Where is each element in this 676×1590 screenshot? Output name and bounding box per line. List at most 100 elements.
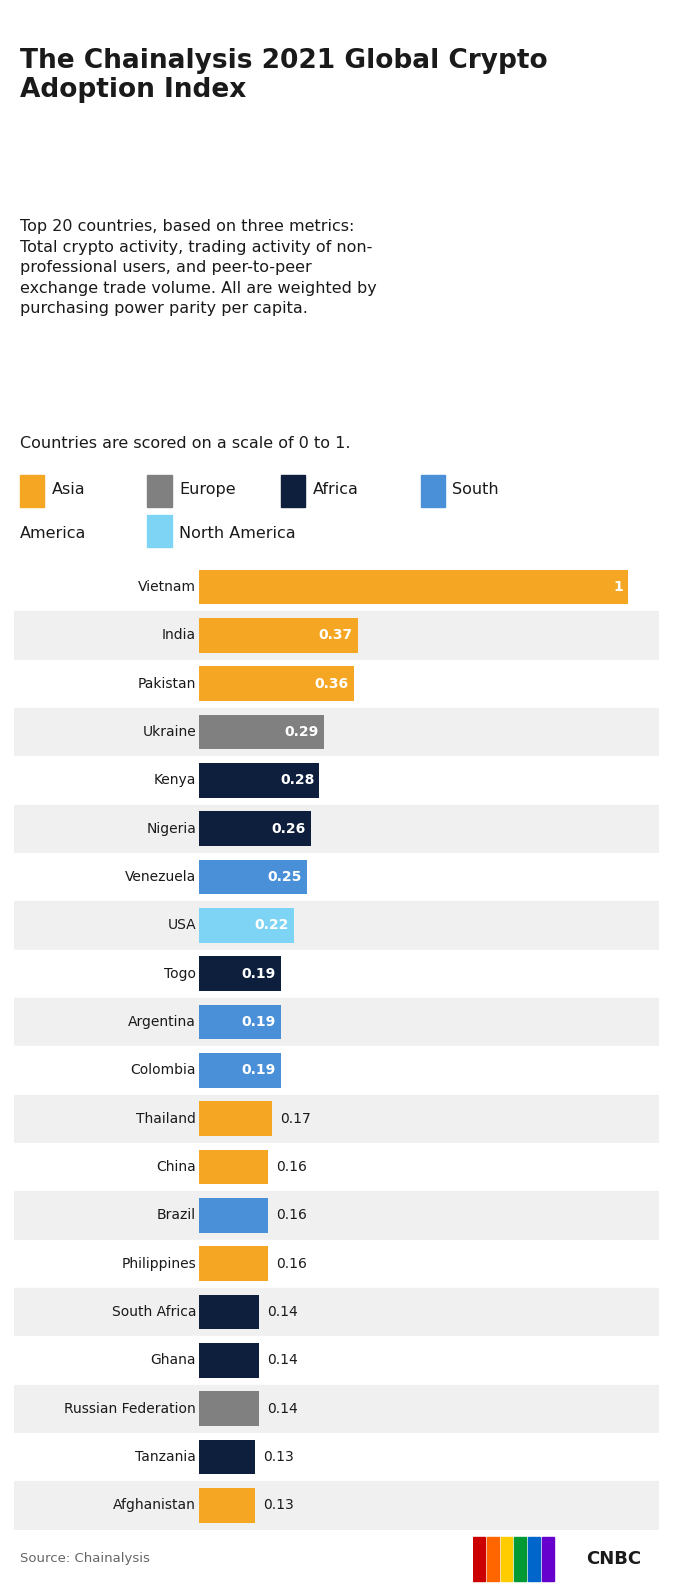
- Text: Philippines: Philippines: [121, 1256, 196, 1270]
- Bar: [199, 569, 628, 604]
- Text: Pakistan: Pakistan: [138, 677, 196, 690]
- Text: 0.14: 0.14: [267, 1305, 298, 1320]
- Text: 0.25: 0.25: [267, 870, 301, 884]
- Bar: [14, 805, 659, 852]
- Bar: [199, 860, 307, 895]
- Text: Brazil: Brazil: [157, 1208, 196, 1223]
- Text: 0.14: 0.14: [267, 1353, 298, 1367]
- Bar: [199, 1488, 255, 1523]
- Text: America: America: [20, 526, 87, 541]
- Bar: [14, 708, 659, 757]
- Text: Togo: Togo: [164, 967, 196, 981]
- Bar: [199, 908, 294, 943]
- Text: 0.16: 0.16: [276, 1208, 307, 1223]
- Text: USA: USA: [168, 919, 196, 932]
- Text: The Chainalysis 2021 Global Crypto
Adoption Index: The Chainalysis 2021 Global Crypto Adopt…: [20, 48, 548, 103]
- Bar: [199, 1247, 268, 1282]
- Bar: [14, 902, 659, 949]
- Text: Tanzania: Tanzania: [135, 1450, 196, 1464]
- Bar: [14, 757, 659, 805]
- Bar: [14, 1433, 659, 1482]
- Text: China: China: [156, 1161, 196, 1173]
- Text: South Africa: South Africa: [112, 1305, 196, 1320]
- Bar: [541, 1536, 554, 1580]
- Text: Africa: Africa: [312, 482, 358, 498]
- Bar: [147, 515, 172, 547]
- Bar: [14, 1191, 659, 1240]
- Bar: [14, 1336, 659, 1385]
- Text: 0.13: 0.13: [263, 1498, 293, 1512]
- Bar: [199, 1344, 260, 1379]
- Bar: [14, 852, 659, 902]
- Text: Source: Chainalysis: Source: Chainalysis: [20, 1552, 150, 1565]
- Bar: [500, 1536, 512, 1580]
- Bar: [199, 619, 358, 653]
- Bar: [199, 1391, 260, 1426]
- Text: 0.19: 0.19: [241, 967, 276, 981]
- Bar: [14, 660, 659, 708]
- Text: Argentina: Argentina: [128, 1014, 196, 1029]
- Bar: [14, 1143, 659, 1191]
- Bar: [14, 611, 659, 660]
- Bar: [14, 1288, 659, 1336]
- Bar: [14, 1482, 659, 1530]
- Text: South: South: [452, 482, 499, 498]
- Text: 0.14: 0.14: [267, 1402, 298, 1415]
- Bar: [528, 1536, 540, 1580]
- Bar: [199, 1150, 268, 1185]
- Text: Ghana: Ghana: [151, 1353, 196, 1367]
- Bar: [199, 956, 281, 991]
- Text: 0.16: 0.16: [276, 1256, 307, 1270]
- Text: CNBC: CNBC: [586, 1550, 642, 1568]
- Bar: [199, 1053, 281, 1088]
- Bar: [199, 1005, 281, 1040]
- Bar: [199, 1294, 260, 1329]
- Text: 0.19: 0.19: [241, 1064, 276, 1078]
- Text: 0.16: 0.16: [276, 1161, 307, 1173]
- Bar: [199, 811, 311, 846]
- Text: Top 20 countries, based on three metrics:
Total crypto activity, trading activit: Top 20 countries, based on three metrics…: [20, 219, 377, 316]
- Bar: [199, 666, 354, 701]
- Text: Countries are scored on a scale of 0 to 1.: Countries are scored on a scale of 0 to …: [20, 436, 351, 452]
- Text: Thailand: Thailand: [136, 1111, 196, 1126]
- Bar: [20, 474, 45, 507]
- Text: Russian Federation: Russian Federation: [64, 1402, 196, 1415]
- Text: Kenya: Kenya: [153, 773, 196, 787]
- Text: Ukraine: Ukraine: [142, 725, 196, 739]
- Bar: [14, 1385, 659, 1433]
- Bar: [14, 1094, 659, 1143]
- Text: Nigeria: Nigeria: [146, 822, 196, 836]
- Text: Afghanistan: Afghanistan: [113, 1498, 196, 1512]
- Text: Europe: Europe: [179, 482, 236, 498]
- Text: Asia: Asia: [52, 482, 86, 498]
- Text: India: India: [162, 628, 196, 642]
- Bar: [473, 1536, 485, 1580]
- Bar: [14, 1240, 659, 1288]
- Bar: [14, 949, 659, 999]
- Text: Colombia: Colombia: [130, 1064, 196, 1078]
- Bar: [199, 1197, 268, 1232]
- Bar: [199, 1439, 255, 1474]
- Bar: [14, 1046, 659, 1094]
- Text: 0.29: 0.29: [285, 725, 318, 739]
- Text: North America: North America: [179, 526, 296, 541]
- Bar: [147, 474, 172, 507]
- Text: 0.19: 0.19: [241, 1014, 276, 1029]
- Bar: [199, 714, 324, 749]
- Text: 0.36: 0.36: [314, 677, 349, 690]
- Bar: [14, 563, 659, 611]
- Text: Vietnam: Vietnam: [138, 580, 196, 595]
- Bar: [420, 474, 445, 507]
- Bar: [199, 1102, 272, 1137]
- Bar: [199, 763, 320, 798]
- Text: 0.22: 0.22: [254, 919, 289, 932]
- Text: 0.13: 0.13: [263, 1450, 293, 1464]
- Text: 1: 1: [613, 580, 623, 595]
- Bar: [14, 999, 659, 1046]
- Text: 0.17: 0.17: [280, 1111, 311, 1126]
- Text: 0.26: 0.26: [272, 822, 306, 836]
- Text: 0.37: 0.37: [319, 628, 353, 642]
- Text: Venezuela: Venezuela: [125, 870, 196, 884]
- Text: 0.28: 0.28: [280, 773, 314, 787]
- Bar: [487, 1536, 499, 1580]
